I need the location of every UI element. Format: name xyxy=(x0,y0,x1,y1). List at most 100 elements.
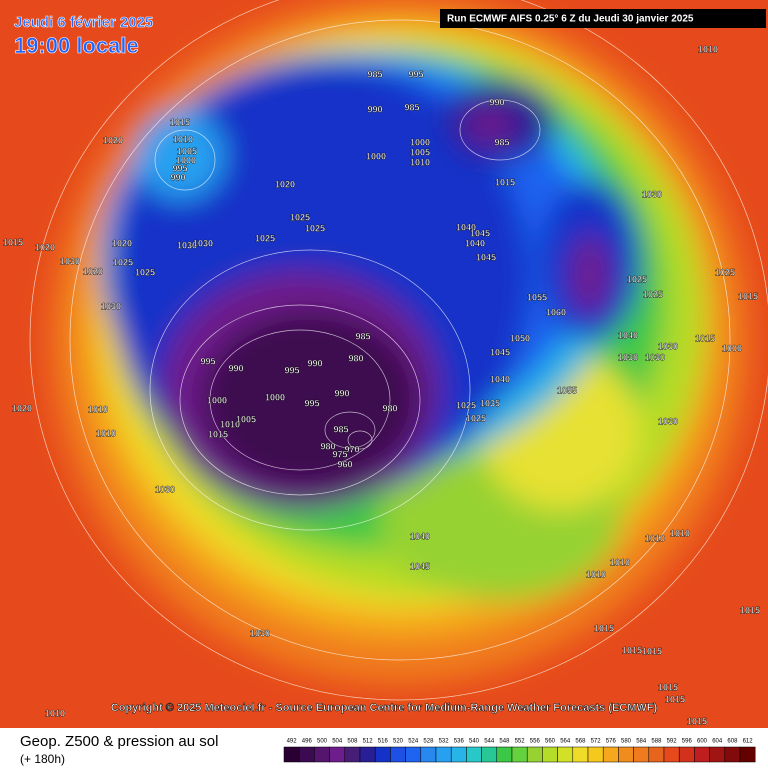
colorbar-label: 572 xyxy=(591,739,602,745)
isobar-label: 1040 xyxy=(410,531,430,541)
copyright: Copyright © 2025 Meteociel.fr - Source E… xyxy=(111,702,658,714)
legend-title: Geop. Z500 & pression au sol xyxy=(20,733,218,750)
isobar-label: 985 xyxy=(355,331,370,341)
isobar-label: 1010 xyxy=(610,557,630,567)
isobar-label: 1000 xyxy=(366,151,386,161)
isobar-label: 1045 xyxy=(476,252,496,262)
colorbar-label: 504 xyxy=(332,739,343,745)
colorbar-label: 496 xyxy=(302,739,313,745)
colorbar-swatch xyxy=(663,746,680,763)
colorbar-label: 544 xyxy=(484,739,495,745)
colorbar-swatch xyxy=(283,746,300,763)
isobar-label: 1015 xyxy=(695,333,715,343)
isobar-label: 1015 xyxy=(170,117,190,127)
isobar-label: 1015 xyxy=(687,716,707,726)
colorbar-swatch xyxy=(511,746,528,763)
colorbar-label: 588 xyxy=(651,739,662,745)
colorbar-label: 524 xyxy=(408,739,419,745)
isobar-label: 1010 xyxy=(586,569,606,579)
isobar-label: 1040 xyxy=(618,330,638,340)
legend-lead: (+ 180h) xyxy=(20,752,65,766)
isobar-label: 1010 xyxy=(220,419,240,429)
isobar-label: 1025 xyxy=(135,267,155,277)
isobar-label: 1025 xyxy=(715,267,735,277)
isobar-label: 990 xyxy=(307,358,322,368)
isobar-label: 1030 xyxy=(60,256,80,266)
isobar-label: 985 xyxy=(367,69,382,79)
colorbar-swatch xyxy=(298,746,315,763)
colorbar-label: 520 xyxy=(393,739,404,745)
colorbar-swatch xyxy=(557,746,574,763)
isobar-label: 1015 xyxy=(594,623,614,633)
colorbar-label: 508 xyxy=(347,739,358,745)
colorbar-swatch xyxy=(526,746,543,763)
isobar-label: 995 xyxy=(304,398,319,408)
colorbar-label: 548 xyxy=(499,739,510,745)
colorbar-swatch xyxy=(739,746,756,763)
isobar-label: 1005 xyxy=(236,414,256,424)
colorbar-swatch xyxy=(602,746,619,763)
isobar-label: 1035 xyxy=(480,398,500,408)
isobar-label: 1010 xyxy=(45,708,65,718)
colorbar-label: 576 xyxy=(606,739,617,745)
isobar-label: 1015 xyxy=(658,682,678,692)
colorbar-label: 608 xyxy=(727,739,738,745)
run-box xyxy=(440,9,766,28)
isobar-label: 995 xyxy=(284,365,299,375)
colorbar-swatch xyxy=(314,746,330,763)
colorbar-swatch xyxy=(724,746,741,763)
isobar-label: 980 xyxy=(320,441,335,451)
colorbar-label: 512 xyxy=(363,739,374,745)
isobar-label: 960 xyxy=(337,459,352,469)
colorbar-label: 584 xyxy=(636,739,647,745)
isobar-label: 1055 xyxy=(527,292,547,302)
colorbar-label: 612 xyxy=(743,739,754,745)
colorbar-swatch xyxy=(344,746,361,763)
isobar-label: 1030 xyxy=(193,238,213,248)
colorbar-swatch xyxy=(390,746,406,763)
isobar-label: 1015 xyxy=(740,605,760,615)
isobar-label: 1025 xyxy=(466,413,486,423)
isobar-label: 1025 xyxy=(255,233,275,243)
forecast-time: 19:00 locale xyxy=(14,33,139,58)
isobar-label: 990 xyxy=(170,172,185,182)
isobar-label: 1000 xyxy=(207,395,227,405)
colorbar-swatch xyxy=(618,746,634,763)
isobar-label: 990 xyxy=(334,388,349,398)
colorbar-swatch xyxy=(435,746,452,763)
isobar-label: 985 xyxy=(333,424,348,434)
colorbar-swatch xyxy=(648,746,665,763)
isobar-label: 990 xyxy=(489,97,504,107)
colorbar-swatch xyxy=(633,746,650,763)
isobar-label: 1015 xyxy=(642,646,662,656)
colorbar-swatch xyxy=(542,746,558,763)
isobar-label: 1025 xyxy=(113,257,133,267)
colorbar-label: 600 xyxy=(697,739,708,745)
colorbar-swatch xyxy=(587,746,604,763)
isobar-label: 1010 xyxy=(698,44,718,54)
isobar-label: 1025 xyxy=(627,274,647,284)
colorbar-label: 596 xyxy=(682,739,693,745)
isobar-label: 1040 xyxy=(456,222,476,232)
colorbar-swatch xyxy=(374,746,391,763)
isobar-label: 1040 xyxy=(465,238,485,248)
colorbar-label: 552 xyxy=(515,739,526,745)
isobar-label: 1025 xyxy=(456,400,476,410)
isobar-label: 1015 xyxy=(622,645,642,655)
colorbar-label: 492 xyxy=(287,739,298,745)
isobar-label: 1030 xyxy=(642,189,662,199)
colorbar-label: 604 xyxy=(712,739,723,745)
colorbar-swatch xyxy=(709,746,726,763)
colorbar-swatch xyxy=(466,746,482,763)
isobar-label: 1000 xyxy=(265,392,285,402)
isobar-label: 1030 xyxy=(101,301,121,311)
isobar-label: 980 xyxy=(382,403,397,413)
isobar-label: 1045 xyxy=(410,561,430,571)
isobar-label: 1030 xyxy=(618,352,638,362)
forecast-date: Jeudi 6 février 2025 xyxy=(14,14,153,31)
colorbar-label: 556 xyxy=(530,739,541,745)
colorbar-label: 516 xyxy=(378,739,389,745)
colorbar-swatch xyxy=(694,746,710,763)
colorbar-label: 592 xyxy=(667,739,678,745)
